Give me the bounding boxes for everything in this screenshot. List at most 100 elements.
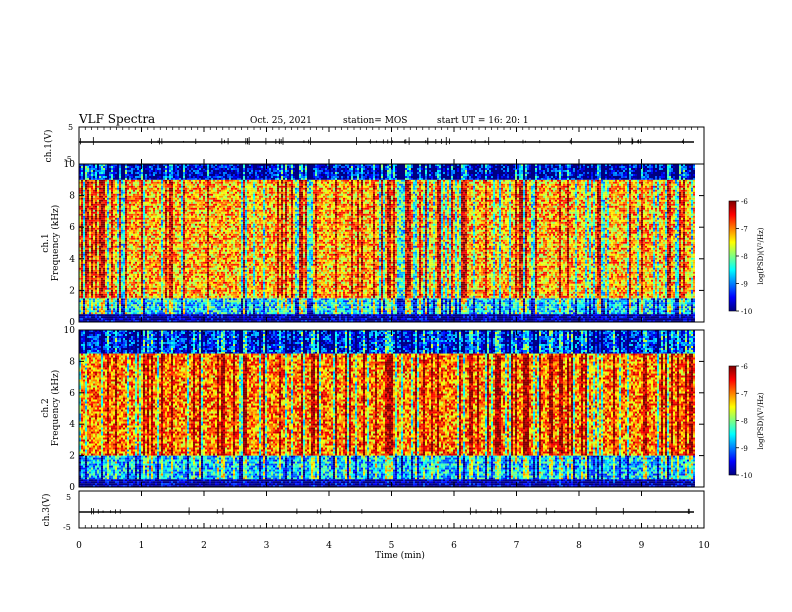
spec-cell	[135, 298, 137, 300]
spec-cell	[87, 302, 89, 304]
spec-cell	[97, 276, 99, 278]
spec-cell	[123, 240, 125, 242]
spec-cell	[89, 252, 91, 254]
spec-cell	[109, 204, 111, 206]
spec-cell	[105, 256, 107, 258]
spec-cell	[97, 292, 99, 294]
spec-cell	[133, 268, 135, 270]
spec-cell	[133, 300, 135, 302]
spec-cell	[125, 242, 127, 244]
spec-cell	[127, 262, 129, 264]
spec-cell	[105, 248, 107, 250]
spec-cell	[107, 298, 109, 299]
spec-cell	[91, 228, 93, 230]
spec-cell	[133, 318, 135, 320]
spec-cell	[83, 268, 85, 270]
spec-cell	[91, 264, 93, 266]
spec-cell	[119, 204, 121, 206]
spec-cell	[97, 246, 99, 248]
spec-cell	[97, 310, 99, 312]
spec-cell	[125, 308, 127, 310]
spec-cell	[127, 272, 129, 274]
spec-cell	[91, 236, 93, 238]
spec-cell	[85, 200, 87, 202]
spec-cell	[83, 224, 85, 226]
spec-cell	[107, 190, 109, 192]
spec-cell	[133, 298, 135, 300]
spec-cell	[81, 248, 83, 250]
spec-cell	[133, 236, 135, 238]
spec-cell	[105, 268, 107, 270]
spec-cell	[105, 192, 107, 194]
spec-cell	[83, 216, 85, 218]
spec-cell	[91, 284, 93, 286]
spec-cell	[103, 288, 105, 290]
spec-cell	[89, 240, 91, 242]
spec-cell	[125, 256, 127, 258]
spec-cell	[115, 252, 117, 254]
spec-cell	[85, 252, 87, 254]
spec-cell	[99, 256, 101, 258]
spec-cell	[133, 284, 135, 286]
spec-cell	[137, 306, 139, 308]
spec-cell	[103, 250, 105, 252]
spec-cell	[87, 298, 89, 299]
spec-cell	[111, 180, 113, 182]
spec-cell	[107, 246, 109, 248]
spec-cell	[123, 170, 125, 172]
spec-cell	[111, 254, 113, 256]
spec-cell	[137, 184, 139, 186]
spec-cell	[117, 310, 119, 312]
spec-cell	[101, 284, 103, 286]
spec-cell	[101, 216, 103, 218]
spec-cell	[121, 178, 123, 180]
spec-cell	[129, 166, 131, 168]
spec-cell	[101, 172, 103, 174]
spec-cell	[101, 256, 103, 258]
spec-cell	[103, 212, 105, 214]
spec-cell	[111, 242, 113, 244]
spec-cell	[105, 264, 107, 266]
spec-cell	[119, 184, 121, 186]
spec-cell	[117, 314, 119, 316]
spec-cell	[97, 232, 99, 234]
spec-cell	[85, 298, 87, 300]
spec-cell	[137, 208, 139, 210]
spec-cell	[107, 310, 109, 312]
spec-cell	[119, 202, 121, 204]
spec-cell	[95, 204, 97, 206]
spec-cell	[95, 260, 97, 262]
spec-cell	[133, 214, 135, 216]
spec-cell	[139, 242, 141, 244]
spec-cell	[117, 184, 119, 186]
spec-cell	[129, 168, 131, 170]
spec-cell	[95, 170, 97, 172]
spec-cell	[85, 276, 87, 278]
spec-cell	[135, 194, 137, 196]
spec-cell	[137, 268, 139, 270]
spec-cell	[125, 216, 127, 218]
spec-cell	[109, 308, 111, 310]
spec-cell	[125, 302, 127, 304]
spec-cell	[127, 192, 129, 194]
spec-cell	[117, 226, 119, 228]
spec-cell	[103, 196, 105, 198]
spec-cell	[125, 286, 127, 288]
spec-cell	[131, 272, 133, 274]
spec-cell	[119, 248, 121, 250]
spec-cell	[93, 206, 95, 208]
spec-cell	[105, 280, 107, 282]
spec-cell	[137, 218, 139, 220]
spec-cell	[103, 170, 105, 172]
spec-cell	[119, 230, 121, 232]
spec-cell	[113, 216, 115, 218]
spec-cell	[103, 256, 105, 258]
spec-cell	[123, 224, 125, 226]
spec-cell	[87, 290, 89, 292]
spec-cell	[119, 178, 121, 180]
spec-cell	[95, 238, 97, 240]
spec-cell	[115, 308, 117, 310]
spec-cell	[101, 304, 103, 306]
spec-cell	[101, 190, 103, 192]
spec-cell	[141, 182, 143, 184]
